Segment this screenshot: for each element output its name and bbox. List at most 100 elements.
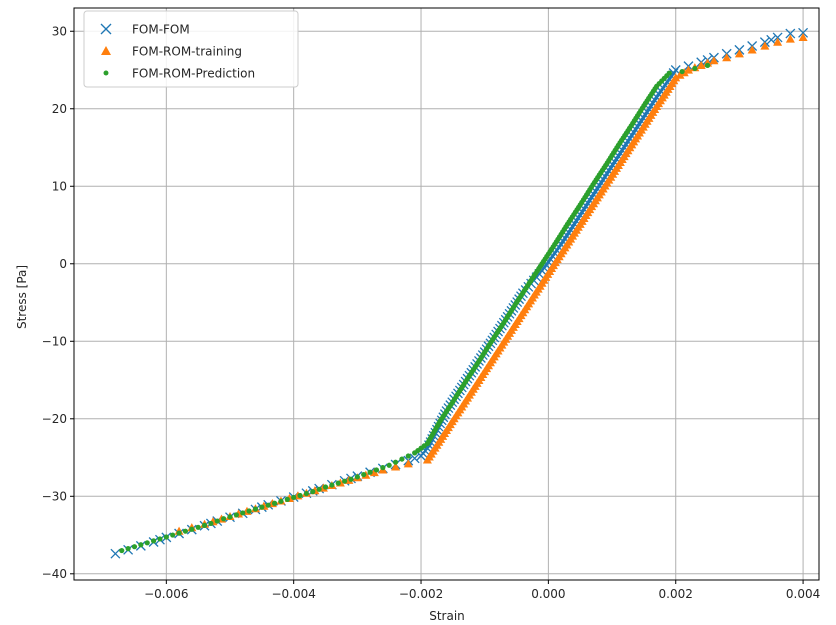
data-point — [666, 70, 672, 76]
x-tick-label: −0.002 — [399, 587, 443, 601]
data-point — [138, 542, 144, 548]
marker-stroke — [605, 162, 616, 173]
marker-stroke — [647, 98, 658, 108]
data-point — [125, 546, 131, 552]
data-point — [150, 538, 157, 544]
marker-stroke — [594, 180, 605, 191]
data-point — [696, 60, 706, 69]
x-tick-label: −0.006 — [144, 587, 188, 601]
marker-stroke — [567, 221, 578, 232]
data-point — [692, 65, 698, 72]
marker-stroke — [588, 189, 599, 200]
data-point — [747, 45, 757, 54]
marker-stroke — [798, 27, 809, 38]
y-tick-label: −10 — [42, 334, 67, 348]
y-tick-label: 10 — [52, 179, 67, 193]
data-point — [760, 41, 770, 50]
data-point — [679, 68, 685, 75]
marker-stroke — [634, 118, 645, 129]
marker-stroke — [580, 201, 591, 212]
marker-stroke — [613, 151, 624, 161]
marker-stroke — [630, 124, 641, 135]
legend-marker — [103, 70, 109, 76]
data-point — [329, 482, 335, 488]
marker-stroke — [556, 239, 567, 250]
data-point — [772, 32, 783, 43]
data-point — [278, 498, 284, 504]
data-point — [373, 467, 380, 473]
data-point — [252, 506, 259, 512]
data-point — [240, 510, 246, 516]
marker-stroke — [573, 212, 584, 223]
y-tick-label: 20 — [52, 102, 67, 116]
data-point — [131, 544, 138, 550]
marker-stroke — [600, 171, 611, 182]
data-point — [271, 500, 278, 506]
data-point — [201, 522, 208, 528]
marker-stroke — [422, 443, 433, 454]
data-point — [342, 478, 348, 484]
marker-stroke — [100, 23, 112, 35]
marker-stroke — [611, 154, 622, 164]
x-tick-label: 0.004 — [786, 587, 820, 601]
marker-stroke — [644, 103, 654, 114]
marker-stroke — [586, 192, 597, 203]
data-point — [709, 56, 719, 65]
data-point — [119, 547, 125, 554]
data-point — [163, 534, 169, 540]
data-point — [354, 474, 360, 480]
data-point — [675, 70, 685, 79]
legend-entry: FOM-ROM-Prediction — [103, 67, 255, 81]
data-point — [785, 28, 796, 39]
data-point — [259, 504, 265, 510]
marker-stroke — [640, 109, 651, 120]
marker-stroke — [619, 142, 630, 153]
data-point — [221, 516, 227, 522]
marker-stroke — [632, 121, 643, 132]
series-layer — [110, 27, 809, 559]
legend-marker — [100, 23, 112, 35]
y-tick-label: 30 — [52, 24, 67, 38]
data-point — [671, 73, 681, 82]
marker-stroke — [603, 165, 614, 176]
data-point — [785, 34, 795, 43]
marker-stroke — [569, 218, 580, 229]
marker-stroke — [642, 106, 653, 117]
marker-stroke — [617, 145, 628, 156]
data-point — [310, 489, 316, 495]
marker-stroke — [571, 215, 582, 226]
y-tick-label: −30 — [42, 489, 67, 503]
data-point — [722, 53, 732, 62]
data-point — [773, 37, 783, 46]
data-point — [683, 65, 693, 74]
marker-stroke — [575, 209, 586, 220]
marker-stroke — [558, 236, 568, 247]
data-point — [110, 548, 121, 559]
legend-label: FOM-FOM — [132, 23, 190, 37]
legend-entry: FOM-ROM-training — [101, 45, 242, 59]
marker-stroke — [638, 112, 649, 123]
marker-stroke — [598, 174, 609, 185]
marker-stroke — [592, 183, 603, 194]
marker-stroke — [561, 230, 572, 241]
data-point — [291, 494, 297, 501]
marker-stroke — [602, 168, 612, 179]
marker-stroke — [766, 34, 777, 45]
marker-stroke — [596, 177, 607, 188]
data-point — [405, 453, 411, 459]
data-point — [403, 459, 413, 468]
data-point — [399, 456, 405, 462]
data-point — [798, 32, 808, 42]
data-point — [233, 512, 239, 518]
data-point — [380, 465, 386, 471]
data-point — [704, 62, 711, 68]
x-tick-label: 0.000 — [531, 587, 565, 601]
data-point — [170, 532, 176, 538]
marker-stroke — [772, 32, 783, 43]
data-point — [386, 462, 392, 468]
x-axis-label: Strain — [429, 609, 465, 623]
marker-stroke — [565, 224, 576, 235]
data-point — [265, 502, 271, 508]
grid — [74, 8, 819, 580]
